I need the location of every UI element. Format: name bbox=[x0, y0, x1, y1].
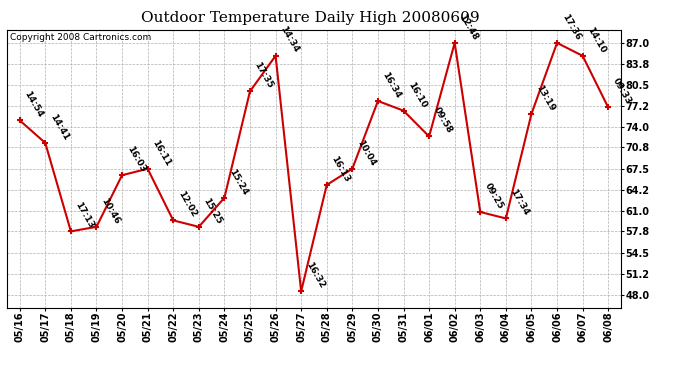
Text: 12:02: 12:02 bbox=[176, 190, 198, 219]
Text: Copyright 2008 Cartronics.com: Copyright 2008 Cartronics.com bbox=[10, 33, 151, 42]
Text: 17:35: 17:35 bbox=[253, 60, 275, 90]
Text: 15:24: 15:24 bbox=[227, 167, 249, 196]
Text: 09:33: 09:33 bbox=[611, 77, 633, 106]
Text: 16:03: 16:03 bbox=[125, 145, 147, 174]
Text: 16:34: 16:34 bbox=[381, 70, 403, 100]
Text: 14:41: 14:41 bbox=[48, 112, 70, 141]
Text: 16:32: 16:32 bbox=[304, 261, 326, 290]
Text: 16:11: 16:11 bbox=[150, 138, 172, 167]
Text: 14:34: 14:34 bbox=[278, 25, 301, 54]
Text: 09:25: 09:25 bbox=[483, 181, 505, 211]
Text: 17:36: 17:36 bbox=[560, 12, 582, 42]
Text: 12:48: 12:48 bbox=[457, 12, 480, 42]
Text: 10:46: 10:46 bbox=[99, 196, 121, 225]
Text: 13:19: 13:19 bbox=[534, 83, 556, 112]
Text: Outdoor Temperature Daily High 20080609: Outdoor Temperature Daily High 20080609 bbox=[141, 11, 480, 25]
Text: 10:04: 10:04 bbox=[355, 138, 377, 167]
Text: 17:34: 17:34 bbox=[509, 188, 531, 217]
Text: 16:10: 16:10 bbox=[406, 80, 428, 109]
Text: 09:58: 09:58 bbox=[432, 106, 454, 135]
Text: 14:54: 14:54 bbox=[23, 90, 45, 119]
Text: 17:13: 17:13 bbox=[74, 201, 96, 230]
Text: 14:10: 14:10 bbox=[585, 25, 607, 54]
Text: 16:13: 16:13 bbox=[330, 154, 352, 183]
Text: 15:25: 15:25 bbox=[201, 196, 224, 225]
